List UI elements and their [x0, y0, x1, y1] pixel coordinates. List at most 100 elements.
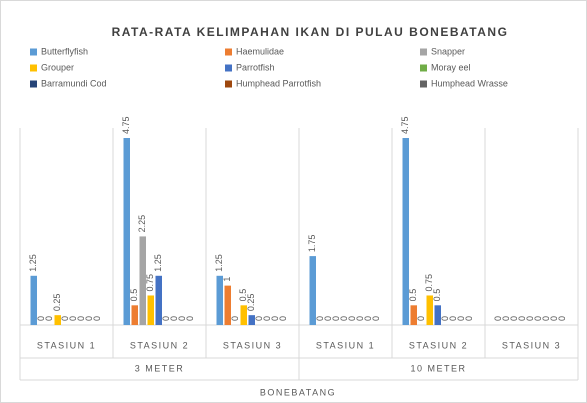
data-label: 0.5: [408, 289, 418, 302]
data-label: 1.25: [153, 254, 163, 272]
legend-label: Butterflyfish: [41, 46, 88, 56]
data-label: 0: [355, 316, 365, 321]
bar: [248, 315, 255, 325]
data-label: 0: [533, 316, 543, 321]
chart-title: RATA-RATA KELIMPAHAN IKAN DI PULAU BONEB…: [112, 25, 509, 39]
data-label: 0: [60, 316, 70, 321]
data-label: 0: [557, 316, 567, 321]
data-label: 0: [501, 316, 511, 321]
data-label: 1: [222, 277, 232, 282]
data-label: 0: [363, 316, 373, 321]
bar: [402, 138, 409, 325]
data-label: 0: [36, 316, 46, 321]
data-label: 0: [371, 316, 381, 321]
legend-swatch: [30, 48, 37, 56]
legend-label: Haemulidae: [236, 46, 284, 56]
data-label: 0: [493, 316, 503, 321]
data-label: 0: [339, 316, 349, 321]
bar: [240, 305, 247, 325]
data-label: 0.5: [432, 289, 442, 302]
x-tick-label: STASIUN 3: [223, 340, 282, 350]
legend-swatch: [30, 64, 37, 72]
data-label: 0: [448, 316, 458, 321]
data-label: 0.25: [52, 294, 62, 312]
data-label: 0: [456, 316, 466, 321]
x-tick-label: STASIUN 1: [37, 340, 96, 350]
data-label: 1.25: [28, 254, 38, 272]
data-label: 0: [541, 316, 551, 321]
bar: [426, 295, 433, 325]
legend-swatch: [30, 80, 37, 88]
legend-label: Moray eel: [431, 62, 471, 72]
bar: [410, 305, 417, 325]
legend-label: Parrotfish: [236, 62, 275, 72]
x-axis-label: BONEBATANG: [260, 387, 336, 397]
bar: [309, 256, 316, 325]
data-label: 0: [44, 316, 54, 321]
data-label: 0: [84, 316, 94, 321]
data-label: 0.25: [246, 294, 256, 312]
x-tick-label: STASIUN 1: [316, 340, 375, 350]
bar: [131, 305, 138, 325]
data-label: 0: [76, 316, 86, 321]
bar: [123, 138, 130, 325]
data-label: 0: [169, 316, 179, 321]
bar: [216, 275, 223, 325]
data-label: 0: [525, 316, 535, 321]
data-label: 0: [315, 316, 325, 321]
data-label: 0: [92, 316, 102, 321]
group-label: 3 METER: [135, 363, 185, 373]
x-tick-label: STASIUN 2: [130, 340, 189, 350]
legend-swatch: [225, 48, 232, 56]
data-label: 0: [517, 316, 527, 321]
bar: [434, 305, 441, 325]
bar: [30, 275, 37, 325]
data-label: 0: [347, 316, 357, 321]
data-label: 0: [185, 316, 195, 321]
data-label: 0.5: [238, 289, 248, 302]
legend-label: Grouper: [41, 62, 74, 72]
data-label: 1.25: [214, 254, 224, 272]
data-label: 0: [509, 316, 519, 321]
bar: [139, 236, 146, 325]
bar: [224, 285, 231, 325]
data-label: 0: [68, 316, 78, 321]
data-label: 4.75: [400, 116, 410, 134]
bar: [54, 315, 61, 325]
data-label: 2.25: [137, 215, 147, 233]
x-tick-label: STASIUN 3: [502, 340, 561, 350]
data-label: 0.5: [129, 289, 139, 302]
data-label: 0: [278, 316, 288, 321]
data-label: 0: [323, 316, 333, 321]
legend-label: Barramundi Cod: [41, 78, 107, 88]
data-label: 0: [270, 316, 280, 321]
data-label: 0.75: [145, 274, 155, 292]
data-label: 0: [549, 316, 559, 321]
legend-swatch: [225, 80, 232, 88]
data-label: 0: [416, 316, 426, 321]
data-label: 0: [161, 316, 171, 321]
legend-swatch: [225, 64, 232, 72]
data-label: 0.75: [424, 274, 434, 292]
data-label: 1.75: [307, 235, 317, 253]
data-label: 4.75: [121, 116, 131, 134]
legend-label: Humphead Parrotfish: [236, 78, 321, 88]
data-label: 0: [254, 316, 264, 321]
x-tick-label: STASIUN 2: [409, 340, 468, 350]
legend-swatch: [420, 48, 427, 56]
legend-swatch: [420, 64, 427, 72]
data-label: 0: [230, 316, 240, 321]
group-label: 10 METER: [410, 363, 466, 373]
legend-label: Snapper: [431, 46, 465, 56]
bar: [147, 295, 154, 325]
bar: [155, 275, 162, 325]
data-label: 0: [262, 316, 272, 321]
legend-label: Humphead Wrasse: [431, 78, 508, 88]
data-label: 0: [440, 316, 450, 321]
data-label: 0: [464, 316, 474, 321]
data-label: 0: [331, 316, 341, 321]
data-label: 0: [177, 316, 187, 321]
legend-swatch: [420, 80, 427, 88]
